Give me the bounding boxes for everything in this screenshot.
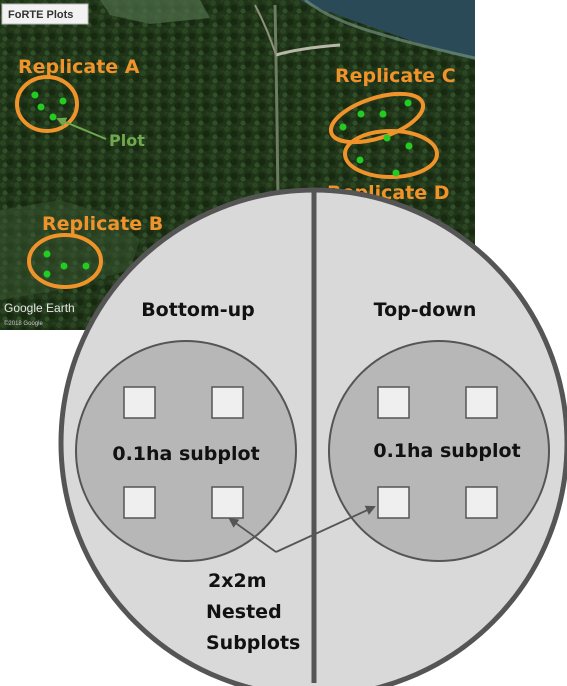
plot-dot bbox=[31, 91, 39, 99]
right-subplot-label: 0.1ha subplot bbox=[373, 440, 520, 462]
nested-arrow-right bbox=[275, 505, 376, 553]
nested-subplot-square bbox=[123, 486, 156, 519]
replicate-c: Replicate C bbox=[328, 65, 456, 145]
nested-subplot-square bbox=[465, 386, 498, 419]
nested-label-line-3: Subplots bbox=[206, 632, 300, 654]
clearing-top bbox=[100, 0, 210, 24]
plot-dot bbox=[43, 250, 51, 258]
road-curve bbox=[254, 4, 277, 56]
map-attribution: Google Earth bbox=[4, 301, 75, 315]
replicate-c-ring bbox=[328, 91, 426, 145]
map-title-tag: FoRTE Plots bbox=[1, 3, 89, 25]
lake-shore bbox=[304, 0, 475, 60]
replicate-b-label: Replicate B bbox=[42, 213, 163, 235]
bottom-up-label: Bottom-up bbox=[141, 299, 255, 321]
nested-subplot-square bbox=[211, 486, 244, 519]
nested-subplot-square bbox=[465, 486, 498, 519]
lake bbox=[300, 0, 475, 60]
replicate-c-label: Replicate C bbox=[335, 65, 456, 87]
plot-dot bbox=[339, 123, 347, 131]
left-subplot: 0.1ha subplot bbox=[75, 340, 297, 562]
replicate-a: Replicate A bbox=[15, 56, 140, 133]
plot-dot bbox=[405, 142, 413, 150]
plot-design: Bottom-up Top-down 0.1ha subplot 0.1ha s… bbox=[58, 187, 567, 686]
left-subplot-label: 0.1ha subplot bbox=[112, 443, 259, 465]
nested-label-line-1: 2x2m bbox=[208, 570, 267, 592]
plot-pointer: Plot bbox=[56, 117, 145, 150]
plot-dot bbox=[59, 97, 67, 105]
plot-dot bbox=[392, 169, 400, 177]
replicate-d-ring bbox=[343, 129, 439, 179]
plot-dot bbox=[82, 262, 90, 270]
road-junction bbox=[275, 43, 341, 57]
plot-label: Plot bbox=[109, 131, 145, 150]
plot-dot bbox=[43, 270, 51, 278]
replicate-b-ring bbox=[27, 233, 103, 289]
nested-arrow-left bbox=[228, 517, 277, 553]
replicate-b: Replicate B bbox=[27, 213, 163, 289]
nested-label-line-2: Nested bbox=[206, 601, 282, 623]
replicate-a-label: Replicate A bbox=[18, 56, 140, 78]
nested-subplot-square bbox=[211, 386, 244, 419]
map-title: FoRTE Plots bbox=[8, 9, 73, 21]
plot-dot bbox=[383, 134, 391, 142]
plot-dot bbox=[49, 113, 57, 121]
plot-dot bbox=[60, 262, 68, 270]
plot-dot bbox=[37, 103, 45, 111]
nested-subplot-square bbox=[123, 386, 156, 419]
plot-dot bbox=[356, 156, 364, 164]
plot-dot bbox=[404, 99, 412, 107]
nested-subplot-square bbox=[377, 486, 410, 519]
map-copyright: ©2018 Google bbox=[4, 320, 43, 327]
top-down-label: Top-down bbox=[374, 299, 477, 321]
plot-pointer-arrow bbox=[56, 117, 107, 140]
plot-dot bbox=[379, 110, 387, 118]
plot-dot bbox=[357, 110, 365, 118]
right-subplot: 0.1ha subplot bbox=[328, 340, 550, 562]
nested-subplot-square bbox=[377, 386, 410, 419]
replicate-a-ring bbox=[15, 75, 79, 133]
